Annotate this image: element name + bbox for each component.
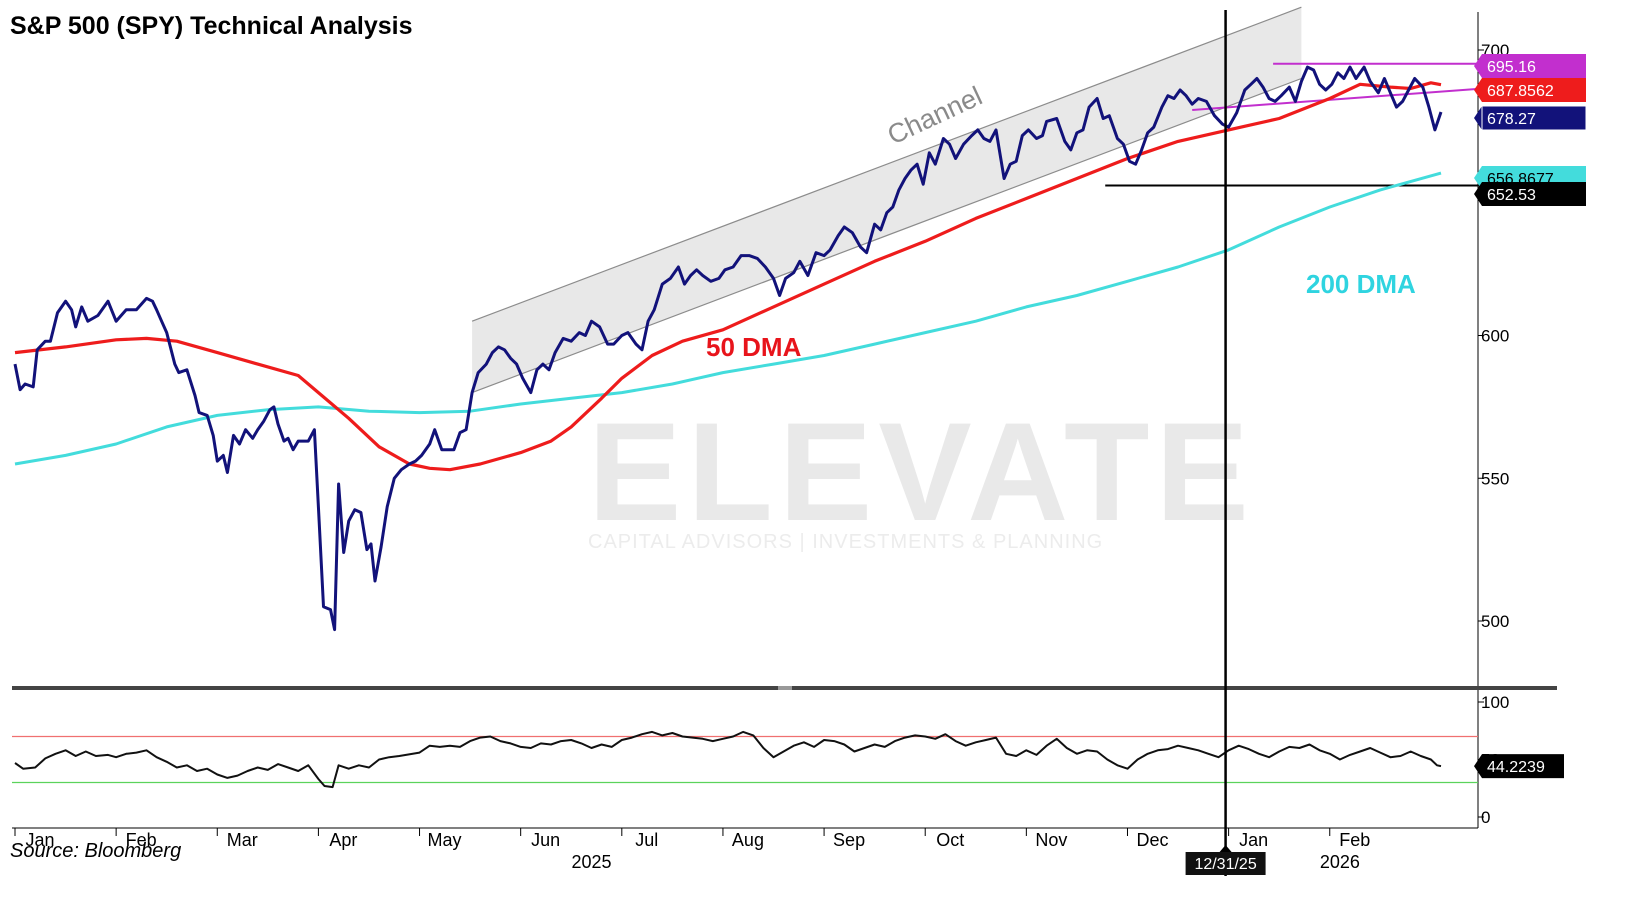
month-label: Dec [1136, 830, 1168, 850]
dma200-line [14, 171, 1442, 466]
panel-divider-grip[interactable] [778, 686, 792, 690]
channel-band [472, 7, 1302, 393]
month-label: Jan [1239, 830, 1268, 850]
value-tag-box [1482, 78, 1586, 102]
month-label: Jul [635, 830, 658, 850]
value-tag-box [1481, 105, 1587, 131]
annotation-50dma: 50 DMA [706, 332, 802, 362]
price-tick-label: 600 [1481, 327, 1509, 346]
price-tick-label: 500 [1481, 612, 1509, 631]
date-marker-label: 12/31/25 [1194, 856, 1256, 873]
annotation-200dma: 200 DMA [1306, 269, 1416, 299]
rsi-tag-label: 44.2239 [1487, 759, 1545, 776]
watermark-name: ELEVATE [588, 393, 1255, 550]
rsi-tag-pointer [1474, 754, 1482, 779]
watermark-logo: ELEVATE CAPITAL ADVISORS | INVESTMENTS &… [588, 393, 1255, 553]
date-marker-arrow [1219, 845, 1232, 852]
triangle-bottom-line [1192, 86, 1502, 111]
price-line [13, 65, 1443, 632]
source-note: Source: Bloomberg [10, 840, 181, 862]
value-tag-label: 687.8562 [1487, 83, 1554, 100]
month-label: Mar [227, 830, 258, 850]
value-tag-label: 652.53 [1487, 187, 1536, 204]
month-label: Feb [1339, 830, 1370, 850]
month-label: Sep [833, 830, 865, 850]
value-tag-label: 678.27 [1487, 111, 1536, 128]
value-tag-pointer [1474, 78, 1482, 102]
rsi-tag-box [1482, 754, 1564, 779]
value-tag-pointer [1474, 106, 1482, 130]
month-label: Feb [126, 830, 157, 850]
dma50-line [14, 81, 1442, 472]
value-tag-pointer [1474, 54, 1482, 78]
month-label: Aug [732, 830, 764, 850]
value-tag-pointer [1474, 166, 1482, 190]
value-tag-box [1482, 54, 1586, 78]
year-label: 2025 [571, 852, 611, 872]
month-label: Apr [329, 830, 357, 850]
month-label: Jan [25, 830, 54, 850]
value-tag-pointer [1474, 182, 1482, 206]
month-label: Nov [1035, 830, 1067, 850]
month-label: Jun [531, 830, 560, 850]
value-tags-layer: 695.16687.8562678.27656.8677652.5344.223… [1474, 54, 1587, 779]
rsi-line [14, 730, 1442, 789]
chart-title: S&P 500 (SPY) Technical Analysis [10, 12, 413, 40]
channel-upper-line [471, 6, 1302, 322]
series-layer: 12/31/25 [13, 10, 1443, 876]
watermark-tagline: CAPITAL ADVISORS | INVESTMENTS & PLANNIN… [588, 531, 1103, 553]
value-tag-label: 695.16 [1487, 59, 1536, 76]
rsi-tick-label: 0 [1481, 808, 1490, 827]
value-tag-box [1482, 182, 1586, 206]
channel-lower-line [471, 77, 1302, 394]
price-tick-label: 550 [1481, 469, 1509, 488]
date-marker-tag [1185, 852, 1266, 875]
rsi-tick-label: 100 [1481, 693, 1509, 712]
month-label: Oct [936, 830, 964, 850]
month-label: May [428, 830, 462, 850]
year-label: 2026 [1320, 852, 1360, 872]
